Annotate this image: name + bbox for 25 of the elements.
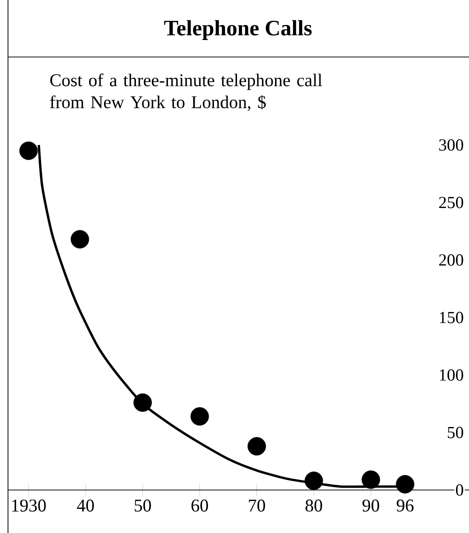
x-tick-label: 90 <box>362 500 380 512</box>
point <box>362 470 380 489</box>
point <box>248 437 266 456</box>
chart-title: Telephone Calls <box>164 20 312 40</box>
point <box>70 230 90 249</box>
point <box>190 407 209 426</box>
point <box>396 475 414 494</box>
point <box>19 142 38 160</box>
y-tick-label: 300 <box>439 139 464 151</box>
point <box>133 393 152 412</box>
x-tick-label: 40 <box>76 500 94 512</box>
y-tick-label: 150 <box>440 312 464 324</box>
x-tick-label: 50 <box>134 500 151 512</box>
x-tick-label: 60 <box>192 500 208 512</box>
point <box>304 472 324 490</box>
x-tick-label: 96 <box>396 500 414 512</box>
x-tick-label: 80 <box>306 500 322 512</box>
x-tick-label: 70 <box>248 500 266 512</box>
y-tick-label: 0 <box>456 484 464 496</box>
chart-subtitle: Cost of a three-minute telephone call from New York to London, $ <box>50 74 322 111</box>
y-tick-label: 200 <box>439 254 464 266</box>
y-tick-label: 50 <box>448 426 464 438</box>
x-tick-label: 1930 <box>12 500 46 512</box>
y-tick-label: 250 <box>439 196 464 208</box>
y-tick-label: 100 <box>440 369 464 381</box>
